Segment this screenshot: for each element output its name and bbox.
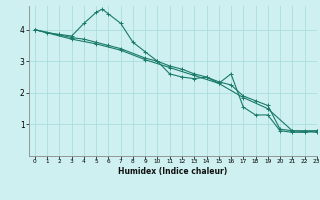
X-axis label: Humidex (Indice chaleur): Humidex (Indice chaleur) xyxy=(118,167,228,176)
